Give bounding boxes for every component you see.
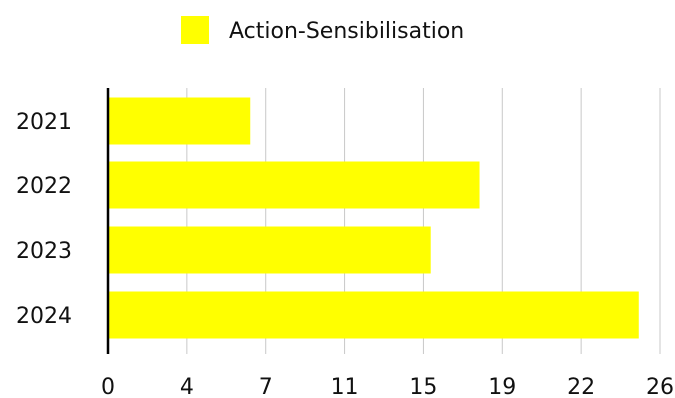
bar-2023 xyxy=(108,226,431,274)
x-tick-label: 4 xyxy=(180,375,194,398)
bar-2024 xyxy=(108,291,639,339)
x-tick-label: 0 xyxy=(101,375,115,398)
category-label-2024: 2024 xyxy=(16,304,72,329)
bar-2021 xyxy=(108,97,251,145)
bars xyxy=(108,97,639,339)
x-tick-label: 15 xyxy=(409,375,437,398)
x-tick-label: 19 xyxy=(488,375,516,398)
x-tick-label: 26 xyxy=(646,375,674,398)
legend-swatch xyxy=(181,16,209,44)
x-tick-label: 22 xyxy=(567,375,595,398)
legend-label-action-sensibilisation: Action-Sensibilisation xyxy=(229,19,464,44)
x-tick-labels: 0 4 7 11 15 19 22 26 xyxy=(101,375,674,398)
x-tick-label: 11 xyxy=(331,375,359,398)
gridlines xyxy=(186,88,661,354)
category-label-2021: 2021 xyxy=(16,110,72,135)
category-label-2023: 2023 xyxy=(16,239,72,264)
category-labels: 2021 2022 2023 2024 xyxy=(16,110,72,329)
x-tick-label: 7 xyxy=(259,375,273,398)
legend: Action-Sensibilisation xyxy=(181,16,464,44)
bar-2022 xyxy=(108,161,480,209)
category-label-2022: 2022 xyxy=(16,174,72,199)
